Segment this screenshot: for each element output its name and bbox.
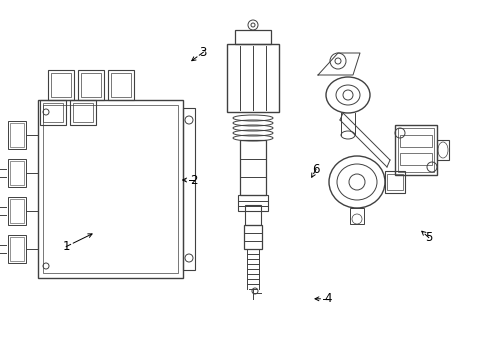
Bar xyxy=(8,121,26,149)
Bar xyxy=(400,153,432,165)
Bar xyxy=(10,161,24,185)
Text: 2: 2 xyxy=(190,174,197,186)
Bar xyxy=(38,100,183,278)
Bar xyxy=(8,197,26,225)
Text: 6: 6 xyxy=(312,163,320,176)
Text: 4: 4 xyxy=(324,292,332,305)
Bar xyxy=(51,73,71,97)
Bar xyxy=(244,225,262,249)
Bar xyxy=(238,195,268,211)
Bar xyxy=(10,123,24,147)
Bar xyxy=(398,128,434,172)
Text: 3: 3 xyxy=(199,46,207,59)
Bar xyxy=(78,70,104,100)
Bar xyxy=(387,174,403,190)
Bar xyxy=(10,199,24,223)
Text: 5: 5 xyxy=(425,231,433,244)
Bar xyxy=(240,140,266,195)
Bar xyxy=(350,208,364,224)
Bar xyxy=(48,70,74,100)
Bar xyxy=(8,159,26,187)
Bar xyxy=(235,30,271,44)
Text: 1: 1 xyxy=(62,240,70,253)
Bar xyxy=(70,100,96,125)
Bar xyxy=(81,73,101,97)
Bar xyxy=(245,205,261,225)
Bar xyxy=(183,108,195,270)
Bar xyxy=(395,125,437,175)
Bar xyxy=(10,237,24,261)
Bar xyxy=(400,135,432,147)
Bar xyxy=(108,70,134,100)
Bar xyxy=(111,73,131,97)
Bar xyxy=(8,235,26,263)
Bar xyxy=(73,103,93,122)
Bar xyxy=(385,171,405,193)
Bar xyxy=(227,44,279,112)
Bar xyxy=(437,140,449,160)
Bar xyxy=(40,100,66,125)
Bar xyxy=(43,103,63,122)
Bar xyxy=(43,105,178,273)
